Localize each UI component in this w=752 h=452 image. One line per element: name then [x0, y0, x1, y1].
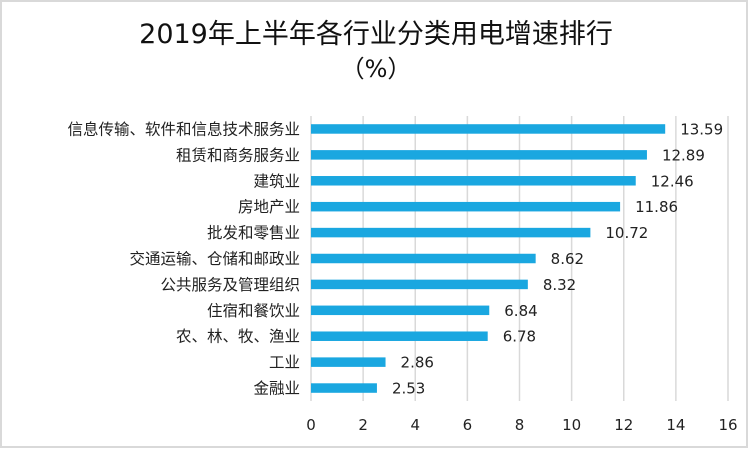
category-label: 信息传输、软件和信息技术服务业	[67, 120, 300, 138]
x-tick-label: 10	[562, 416, 581, 434]
bar	[311, 331, 488, 341]
value-label: 12.46	[651, 172, 694, 190]
bar	[311, 253, 536, 264]
value-label: 2.53	[392, 380, 425, 398]
bar	[311, 357, 386, 367]
value-labels: 13.59 12.89 12.46 11.86 10.72 8.62 8.32 6.84 6.7…	[392, 120, 723, 397]
category-label: 农、林、牧、渔业	[176, 328, 300, 346]
x-tick-label: 0	[306, 416, 316, 434]
bar	[311, 201, 621, 212]
category-label: 房地产业	[238, 198, 300, 216]
bar	[311, 227, 591, 238]
x-tick-label: 8	[515, 416, 525, 434]
category-label: 住宿和餐饮业	[207, 302, 300, 320]
value-label: 8.62	[551, 250, 584, 268]
value-label: 12.89	[662, 146, 705, 164]
bar	[311, 124, 666, 134]
bar	[311, 279, 528, 290]
category-label: 批发和零售业	[207, 224, 300, 242]
bar	[311, 150, 647, 160]
value-label: 13.59	[680, 120, 723, 138]
bars	[311, 124, 666, 393]
category-label: 交通运输、仓储和邮政业	[129, 250, 300, 268]
x-tick-label: 14	[666, 416, 685, 434]
value-label: 8.32	[543, 276, 576, 294]
chart-title: 2019年上半年各行业分类用电增速排行	[139, 19, 613, 50]
x-tick-label: 2	[358, 416, 368, 434]
category-label: 金融业	[253, 380, 300, 398]
category-label: 公共服务及管理组织	[160, 276, 300, 294]
value-label: 2.86	[401, 354, 434, 372]
value-label: 6.84	[504, 302, 537, 320]
category-label: 工业	[269, 354, 300, 372]
value-label: 6.78	[503, 328, 536, 346]
category-label: 租赁和商务服务业	[176, 146, 300, 164]
x-tick-label: 12	[614, 416, 633, 434]
x-axis-ticks: 0 2 4 6 8 10 12 14 16	[306, 416, 737, 434]
bar	[311, 176, 636, 186]
value-label: 11.86	[635, 198, 678, 216]
bar	[311, 383, 377, 393]
x-tick-label: 6	[463, 416, 473, 434]
bar	[311, 305, 490, 316]
x-tick-label: 16	[718, 416, 737, 434]
category-label: 建筑业	[253, 172, 300, 190]
value-label: 10.72	[605, 224, 648, 242]
category-labels: 信息传输、软件和信息技术服务业租赁和商务服务业建筑业房地产业批发和零售业交通运输…	[67, 120, 300, 397]
x-tick-label: 4	[410, 416, 420, 434]
chart-subtitle: （%）	[340, 55, 412, 83]
